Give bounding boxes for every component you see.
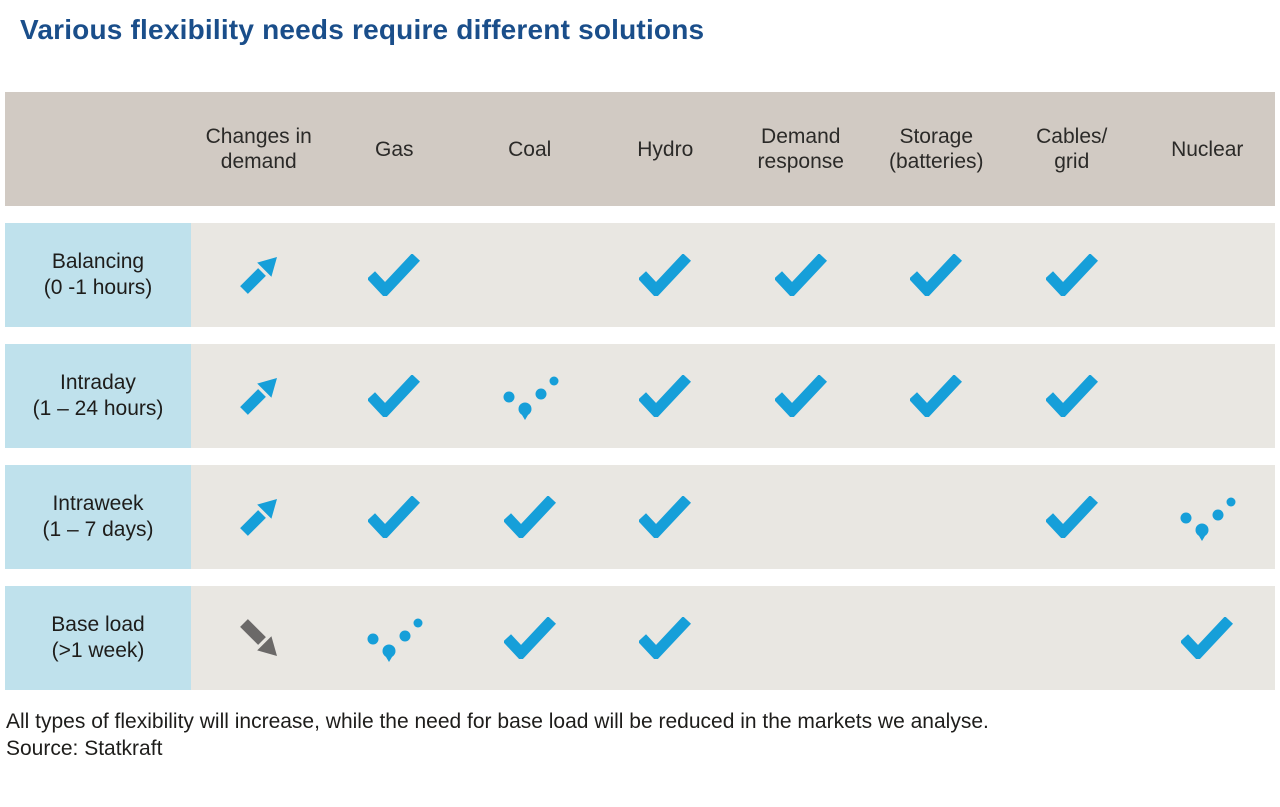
- matrix-cell-empty: [1004, 586, 1140, 690]
- column-header-gas: Gas: [327, 92, 463, 206]
- row-sublabel: (1 – 7 days): [42, 518, 154, 541]
- matrix-cell-empty: [1139, 223, 1275, 327]
- matrix-cell-dotted: [326, 586, 462, 690]
- column-header-label: Changes in: [205, 125, 312, 148]
- column-header-demand-response: Demand response: [733, 92, 869, 206]
- trend-down-arrow-icon: [239, 619, 277, 656]
- column-header-label: grid: [1054, 150, 1090, 173]
- matrix-cell-empty: [868, 465, 1004, 569]
- matrix-row-intraweek: Intraweek (1 – 7 days): [5, 465, 1275, 569]
- column-header-cables-grid: Cables/grid: [1004, 92, 1140, 206]
- row-label: Balancing: [51, 250, 145, 273]
- column-header-changes-in-demand: Changes in demand: [191, 92, 327, 206]
- check-icon: [368, 375, 421, 417]
- matrix-cell-check: [597, 586, 733, 690]
- partial-dotted-check-icon: [367, 618, 423, 662]
- matrix-cell-check: [1139, 586, 1275, 690]
- matrix-cell-arrow-up: [191, 465, 327, 569]
- footer: All types of flexibility will increase, …: [6, 708, 1280, 762]
- column-header-storage-batteries: Storage (batteries): [869, 92, 1005, 206]
- check-icon: [639, 496, 692, 538]
- row-label: Intraday: [60, 371, 136, 394]
- check-icon: [774, 375, 827, 417]
- column-header-label: Demand: [761, 125, 841, 148]
- matrix-cell-check: [597, 344, 733, 448]
- check-icon: [1045, 375, 1098, 417]
- check-icon: [503, 496, 556, 538]
- check-icon: [774, 254, 827, 296]
- footnote: All types of flexibility will increase, …: [6, 710, 989, 733]
- matrix-cell-check: [1004, 465, 1140, 569]
- check-icon: [639, 617, 692, 659]
- row-label-balancing: Balancing (0 -1 hours): [5, 223, 191, 327]
- matrix-cell-empty: [733, 586, 869, 690]
- check-icon: [639, 375, 692, 417]
- check-icon: [503, 617, 556, 659]
- column-header-label: Cables/: [1036, 125, 1108, 148]
- column-header-label: response: [757, 150, 844, 173]
- row-sublabel: (>1 week): [51, 639, 145, 662]
- row-label-intraweek: Intraweek (1 – 7 days): [5, 465, 191, 569]
- matrix-cell-arrow-up: [191, 223, 327, 327]
- matrix-cell-check: [462, 465, 598, 569]
- trend-up-arrow-icon: [239, 499, 277, 536]
- matrix-cell-arrow-up: [191, 344, 327, 448]
- page-title: Various flexibility needs require differ…: [20, 14, 705, 45]
- matrix-cell-check: [326, 465, 462, 569]
- matrix-cell-empty: [733, 465, 869, 569]
- check-icon: [910, 254, 963, 296]
- trend-up-arrow-icon: [239, 257, 277, 294]
- matrix-cell-empty: [868, 586, 1004, 690]
- row-sublabel: (1 – 24 hours): [32, 397, 164, 420]
- matrix-cell-check: [462, 586, 598, 690]
- column-header-label: Gas: [374, 137, 414, 161]
- check-icon: [1045, 254, 1098, 296]
- row-label-base-load: Base load (>1 week): [5, 586, 191, 690]
- matrix-cell-check: [326, 223, 462, 327]
- check-icon: [368, 496, 421, 538]
- matrix-cell-dotted: [1139, 465, 1275, 569]
- flexibility-matrix: Changes in demand Gas Coal Hydro Demand respon…: [5, 92, 1275, 690]
- check-icon: [910, 375, 963, 417]
- matrix-cell-check: [1004, 223, 1140, 327]
- matrix-cell-check: [597, 223, 733, 327]
- row-label-intraday: Intraday (1 – 24 hours): [5, 344, 191, 448]
- header-label-spacer: [5, 92, 191, 206]
- matrix-cell-check: [1004, 344, 1140, 448]
- column-header-label: Hydro: [637, 137, 694, 161]
- check-icon: [1181, 617, 1234, 659]
- column-header-hydro: Hydro: [598, 92, 734, 206]
- check-icon: [368, 254, 421, 296]
- column-header-label: Storage: [899, 125, 974, 148]
- matrix-cell-empty: [462, 223, 598, 327]
- matrix-cell-check: [868, 344, 1004, 448]
- column-header-label: Nuclear: [1171, 137, 1244, 161]
- matrix-row-intraday: Intraday (1 – 24 hours): [5, 344, 1275, 448]
- column-header-coal: Coal: [462, 92, 598, 206]
- trend-up-arrow-icon: [239, 378, 277, 415]
- matrix-cell-arrow-down: [191, 586, 327, 690]
- matrix-row-base-load: Base load (>1 week): [5, 586, 1275, 690]
- matrix-cell-check: [868, 223, 1004, 327]
- check-icon: [1045, 496, 1098, 538]
- column-header-label: demand: [220, 150, 297, 173]
- matrix-cell-empty: [1139, 344, 1275, 448]
- matrix-cell-check: [326, 344, 462, 448]
- matrix-cell-check: [733, 223, 869, 327]
- check-icon: [639, 254, 692, 296]
- matrix-cell-dotted: [462, 344, 598, 448]
- column-header-label: Coal: [508, 137, 552, 161]
- partial-dotted-check-icon: [503, 376, 559, 420]
- matrix-row-balancing: Balancing (0 -1 hours): [5, 223, 1275, 327]
- row-label: Base load: [51, 613, 145, 636]
- partial-dotted-check-icon: [1180, 497, 1236, 541]
- row-label: Intraweek: [52, 492, 144, 515]
- row-sublabel: (0 -1 hours): [43, 276, 153, 299]
- matrix-cell-check: [597, 465, 733, 569]
- column-header-label: (batteries): [888, 150, 984, 173]
- matrix-cell-check: [733, 344, 869, 448]
- matrix-header-row: Changes in demand Gas Coal Hydro Demand respon…: [5, 92, 1275, 206]
- column-header-nuclear: Nuclear: [1140, 92, 1276, 206]
- source-note: Source: Statkraft: [6, 737, 163, 760]
